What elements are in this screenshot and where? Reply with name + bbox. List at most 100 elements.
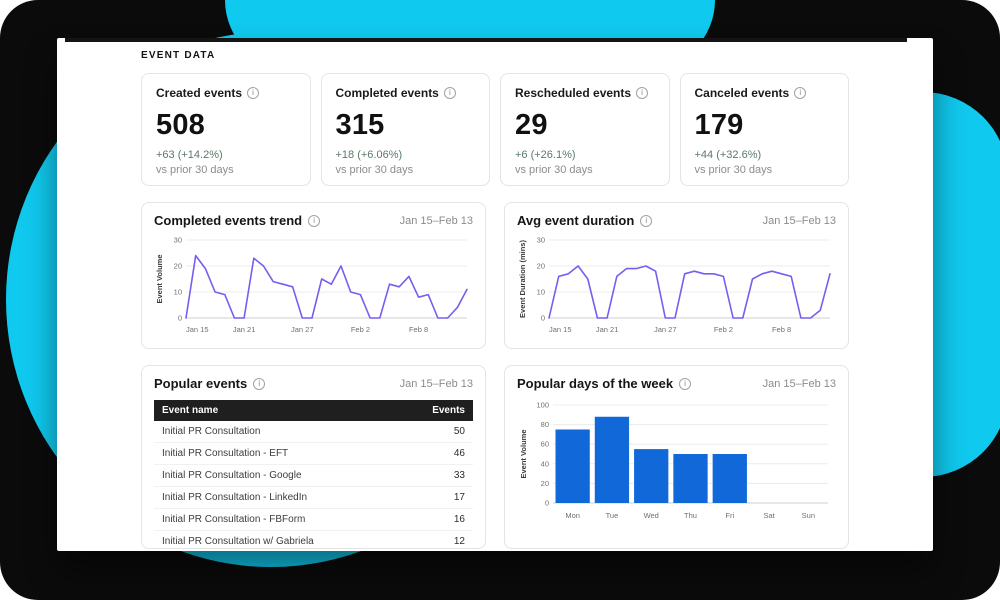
stat-title: Completed events i — [336, 86, 476, 100]
table-row: Initial PR Consultation - Google 33 — [154, 465, 473, 487]
event-name-cell: Initial PR Consultation - FBForm — [162, 514, 306, 525]
x-tick-label: Wed — [644, 511, 659, 520]
y-tick-label: 0 — [178, 314, 182, 323]
y-tick-label: 20 — [537, 262, 545, 271]
stat-title: Created events i — [156, 86, 296, 100]
panel-head: Avg event duration i Jan 15–Feb 13 — [517, 213, 836, 228]
date-range-label: Jan 15–Feb 13 — [762, 377, 836, 390]
panel-title: Completed events trend — [154, 213, 303, 228]
avg-event-duration-card: Avg event duration i Jan 15–Feb 13 0 10 20… — [504, 202, 849, 349]
section-label: EVENT DATA — [141, 50, 216, 61]
panel-title: Popular days of the week — [517, 376, 674, 391]
stat-value: 315 — [335, 109, 385, 141]
x-tick-label: Tue — [606, 511, 619, 520]
popular-days-bar-chart: 0 20 40 60 80 100 Event Volume Mon Tue Wed Thu Fri S… — [519, 401, 828, 520]
table-body: Initial PR Consultation 50 Initial PR Cons… — [154, 421, 473, 548]
x-tick-label: Sat — [763, 511, 775, 520]
stats-row: Created events i 508 +63 (+14.2%) vs pri… — [141, 73, 849, 186]
x-tick-label: Jan 21 — [596, 325, 619, 334]
stat-title-text: Created events — [156, 86, 243, 100]
info-icon[interactable]: i — [443, 87, 456, 99]
popular-days-card: Popular days of the week i Jan 15–Feb 13… — [504, 365, 849, 549]
y-tick-label: 0 — [541, 314, 545, 323]
charts-row: Completed events trend i Jan 15–Feb 13 0… — [141, 202, 849, 349]
date-range-label: Jan 15–Feb 13 — [399, 214, 473, 227]
x-tick-label: Feb 2 — [714, 325, 733, 334]
x-tick-label: Thu — [684, 511, 697, 520]
stat-delta: +44 (+32.6%) — [694, 149, 762, 161]
event-name-cell: Initial PR Consultation - EFT — [162, 448, 289, 459]
stat-caption: vs prior 30 days — [694, 164, 773, 176]
event-count-cell: 50 — [453, 426, 465, 437]
stat-value: 29 — [515, 109, 548, 141]
bar-wed — [634, 449, 669, 503]
date-range-label: Jan 15–Feb 13 — [762, 214, 836, 227]
event-name-cell: Initial PR Consultation - Google — [162, 470, 302, 481]
table-row: Initial PR Consultation w/ Gabriela 12 — [154, 531, 473, 548]
x-tick-label: Feb 8 — [409, 325, 428, 334]
stat-value: 508 — [156, 109, 205, 141]
y-tick-label: 20 — [174, 262, 182, 271]
dashboard-sheet: EVENT DATA Created events i 508 +63 (+14… — [57, 38, 933, 551]
info-icon[interactable]: i — [308, 214, 321, 227]
y-tick-label: 20 — [541, 479, 549, 488]
stat-title-text: Rescheduled events — [515, 86, 632, 100]
stat-caption: vs prior 30 days — [335, 164, 414, 176]
x-tick-label: Jan 15 — [549, 325, 572, 334]
stat-card-rescheduled-events: Rescheduled events i 29 +6 (+26.1%) vs p… — [500, 73, 670, 186]
column-header-events: Events — [432, 405, 465, 416]
y-tick-label: 10 — [537, 288, 545, 297]
x-tick-label: Fri — [725, 511, 734, 520]
stat-card-completed-events: Completed events i 315 +18 (+6.06%) vs p… — [320, 73, 490, 186]
completed-events-trend-chart: 0 10 20 30 Event Volume Jan 15 Jan 21 Jan 27 Feb… — [155, 236, 468, 334]
panel-title: Popular events — [154, 376, 248, 391]
bar-tue — [594, 416, 630, 503]
panel-title: Avg event duration — [517, 213, 635, 228]
stat-delta: +6 (+26.1%) — [515, 149, 576, 161]
info-icon[interactable]: i — [640, 214, 653, 227]
x-tick-label: Jan 27 — [291, 325, 314, 334]
lists-row: Popular events i Jan 15–Feb 13 Event nam… — [141, 365, 849, 549]
stat-title: Canceled events i — [695, 86, 835, 100]
table-header-row: Event name Events — [154, 400, 473, 421]
stat-title-text: Canceled events — [694, 86, 790, 100]
column-header-event-name: Event name — [162, 405, 219, 416]
table-row: Initial PR Consultation - EFT 46 — [154, 443, 473, 465]
x-tick-label: Sun — [802, 511, 815, 520]
avg-event-duration-chart: 0 10 20 30 Event Duration (mins) Jan 15 Jan 21… — [518, 236, 831, 334]
y-tick-label: 0 — [545, 499, 549, 508]
y-tick-label: 10 — [174, 288, 182, 297]
stat-delta: +63 (+14.2%) — [156, 149, 223, 161]
x-tick-label: Jan 27 — [654, 325, 677, 334]
info-icon[interactable]: i — [253, 377, 266, 390]
stat-caption: vs prior 30 days — [515, 164, 593, 176]
event-name-cell: Initial PR Consultation w/ Gabriela — [162, 536, 314, 547]
table-row: Initial PR Consultation - FBForm 16 — [154, 509, 473, 531]
event-count-cell: 33 — [453, 470, 465, 481]
info-icon[interactable]: i — [679, 377, 692, 390]
info-icon[interactable]: i — [247, 87, 260, 99]
panel-head: Completed events trend i Jan 15–Feb 13 — [154, 213, 473, 228]
table-row: Initial PR Consultation 50 — [154, 421, 473, 443]
line-series — [185, 254, 468, 319]
completed-events-trend-card: Completed events trend i Jan 15–Feb 13 0… — [141, 202, 486, 349]
stat-card-canceled-events: Canceled events i 179 +44 (+32.6%) vs pr… — [679, 73, 849, 186]
stat-value: 179 — [694, 109, 744, 141]
line-series — [548, 265, 831, 319]
bar-thu — [673, 454, 708, 503]
info-icon[interactable]: i — [794, 87, 807, 99]
panel-head: Popular days of the week i Jan 15–Feb 13 — [517, 376, 836, 391]
y-axis-label: Event Duration (mins) — [518, 240, 527, 318]
x-tick-label: Feb 2 — [351, 325, 370, 334]
table-row: Initial PR Consultation - LinkedIn 17 — [154, 487, 473, 509]
bar-mon — [555, 429, 590, 503]
info-icon[interactable]: i — [636, 87, 649, 99]
x-tick-label: Jan 15 — [186, 325, 209, 334]
stat-delta: +18 (+6.06%) — [335, 149, 403, 161]
x-tick-label: Mon — [565, 511, 580, 520]
event-count-cell: 46 — [453, 448, 465, 459]
y-axis-label: Event Volume — [155, 254, 164, 303]
panel-head: Popular events i Jan 15–Feb 13 — [154, 376, 473, 391]
y-tick-label: 80 — [541, 420, 549, 429]
